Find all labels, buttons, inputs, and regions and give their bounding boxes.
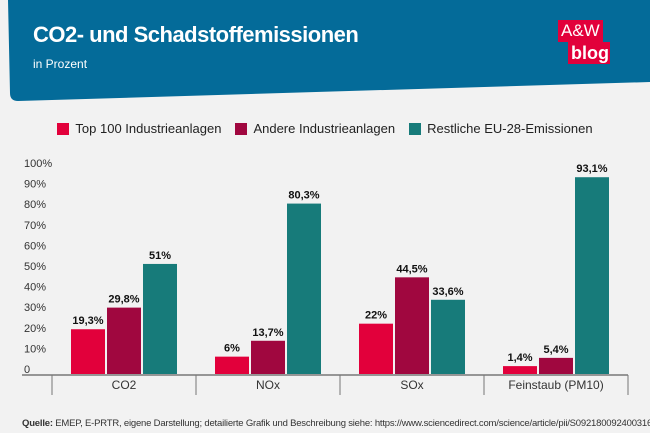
legend-swatch <box>409 122 422 135</box>
y-tick-label: 40% <box>24 282 46 294</box>
x-tick-label: CO2 <box>112 378 137 392</box>
y-tick-label: 30% <box>24 302 46 314</box>
y-tick-label: 60% <box>24 240 46 252</box>
x-tick-label: SOx <box>400 378 423 392</box>
data-label: 44,5% <box>396 263 427 275</box>
y-tick-label: 50% <box>24 261 46 273</box>
legend-label: Top 100 Industrieanlagen <box>75 121 222 136</box>
legend-item: Top 100 Industrieanlagen <box>57 121 221 136</box>
legend-label: Restliche EU-28-Emissionen <box>427 121 593 136</box>
bar <box>359 323 393 374</box>
bar <box>503 366 537 374</box>
aw-blog-logo: A&W blog <box>558 20 610 64</box>
y-tick-label: 0 <box>24 364 30 376</box>
data-label: 33,6% <box>432 286 463 298</box>
data-label: 1,4% <box>507 352 532 364</box>
legend-item: Andere Industrieanlagen <box>235 121 395 136</box>
data-label: 19,3% <box>72 315 103 327</box>
source-text: EMEP, E-PRTR, eigene Darstellung; detail… <box>52 418 650 429</box>
data-label: 22% <box>365 310 387 322</box>
data-label: 51% <box>149 250 171 262</box>
bar <box>107 307 141 374</box>
y-tick-label: 20% <box>24 323 46 335</box>
chart-subtitle: in Prozent <box>33 57 88 71</box>
y-tick-label: 90% <box>24 179 46 191</box>
legend-swatch <box>57 122 70 135</box>
data-label: 80,3% <box>288 190 319 202</box>
data-label: 13,7% <box>252 327 283 339</box>
data-label: 6% <box>224 343 240 355</box>
legend-swatch <box>235 122 248 135</box>
bar <box>251 340 285 374</box>
x-tick-label: NOx <box>256 378 280 392</box>
y-tick-label: 70% <box>24 220 46 232</box>
y-tick-label: 80% <box>24 199 46 211</box>
source-note: Quelle: EMEP, E-PRTR, eigene Darstellung… <box>22 418 650 429</box>
bar <box>575 177 609 374</box>
y-tick-label: 100% <box>24 158 52 170</box>
logo-line1: A&W <box>558 20 603 42</box>
bar <box>395 277 429 374</box>
bar <box>215 356 249 374</box>
bar <box>71 329 105 374</box>
bar <box>143 263 177 374</box>
legend-label: Andere Industrieanlagen <box>253 121 396 136</box>
y-tick-label: 10% <box>24 343 46 355</box>
data-label: 5,4% <box>543 344 568 356</box>
data-label: 29,8% <box>108 294 139 306</box>
data-label: 93,1% <box>576 163 607 175</box>
logo-line2: blog <box>568 42 610 64</box>
bar <box>431 299 465 374</box>
legend: Top 100 Industrieanlagen Andere Industrie… <box>0 121 650 136</box>
bar <box>539 357 573 374</box>
header-banner <box>8 0 650 101</box>
bar <box>287 203 321 374</box>
x-tick-label: Feinstaub (PM10) <box>508 378 603 392</box>
legend-item: Restliche EU-28-Emissionen <box>409 121 593 136</box>
source-label: Quelle: <box>22 418 53 429</box>
chart-title: CO2- und Schadstoffemissionen <box>33 22 359 47</box>
